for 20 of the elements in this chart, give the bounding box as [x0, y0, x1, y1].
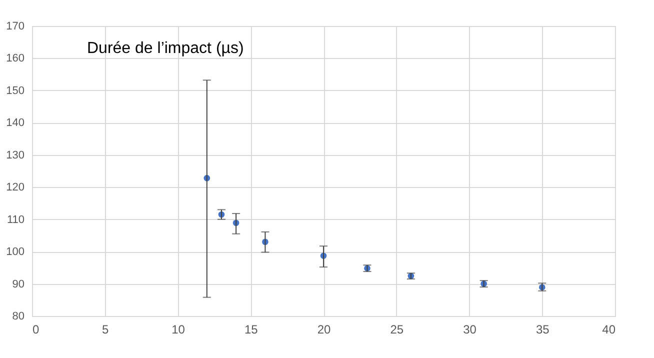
y-tick-label: 130 — [6, 149, 24, 162]
y-tick-label: 170 — [6, 20, 24, 32]
text: Durée de l’impact (µs) — [87, 40, 244, 57]
x-tick-label: 35 — [536, 322, 550, 336]
x-tick-label: 25 — [390, 322, 404, 336]
y-tick-label: 140 — [6, 117, 24, 130]
y-tick-label: 110 — [6, 214, 24, 226]
x-tick-label: 30 — [463, 322, 477, 336]
x-tick-label: 0 — [32, 322, 40, 336]
x-tick-label: 15 — [244, 322, 258, 336]
x-tick-label: 5 — [102, 322, 110, 336]
x-tick-label: 20 — [317, 322, 331, 336]
y-tick-label: 160 — [6, 52, 24, 65]
y-tick-label: 150 — [6, 84, 24, 97]
y-tick-label: 90 — [12, 278, 24, 290]
y-tick-label: 80 — [12, 310, 24, 322]
y-tick-label: 100 — [6, 246, 24, 258]
y-tick-label: 120 — [6, 182, 24, 194]
x-tick-label: 10 — [172, 322, 186, 336]
x-tick-label: 40 — [602, 322, 616, 336]
